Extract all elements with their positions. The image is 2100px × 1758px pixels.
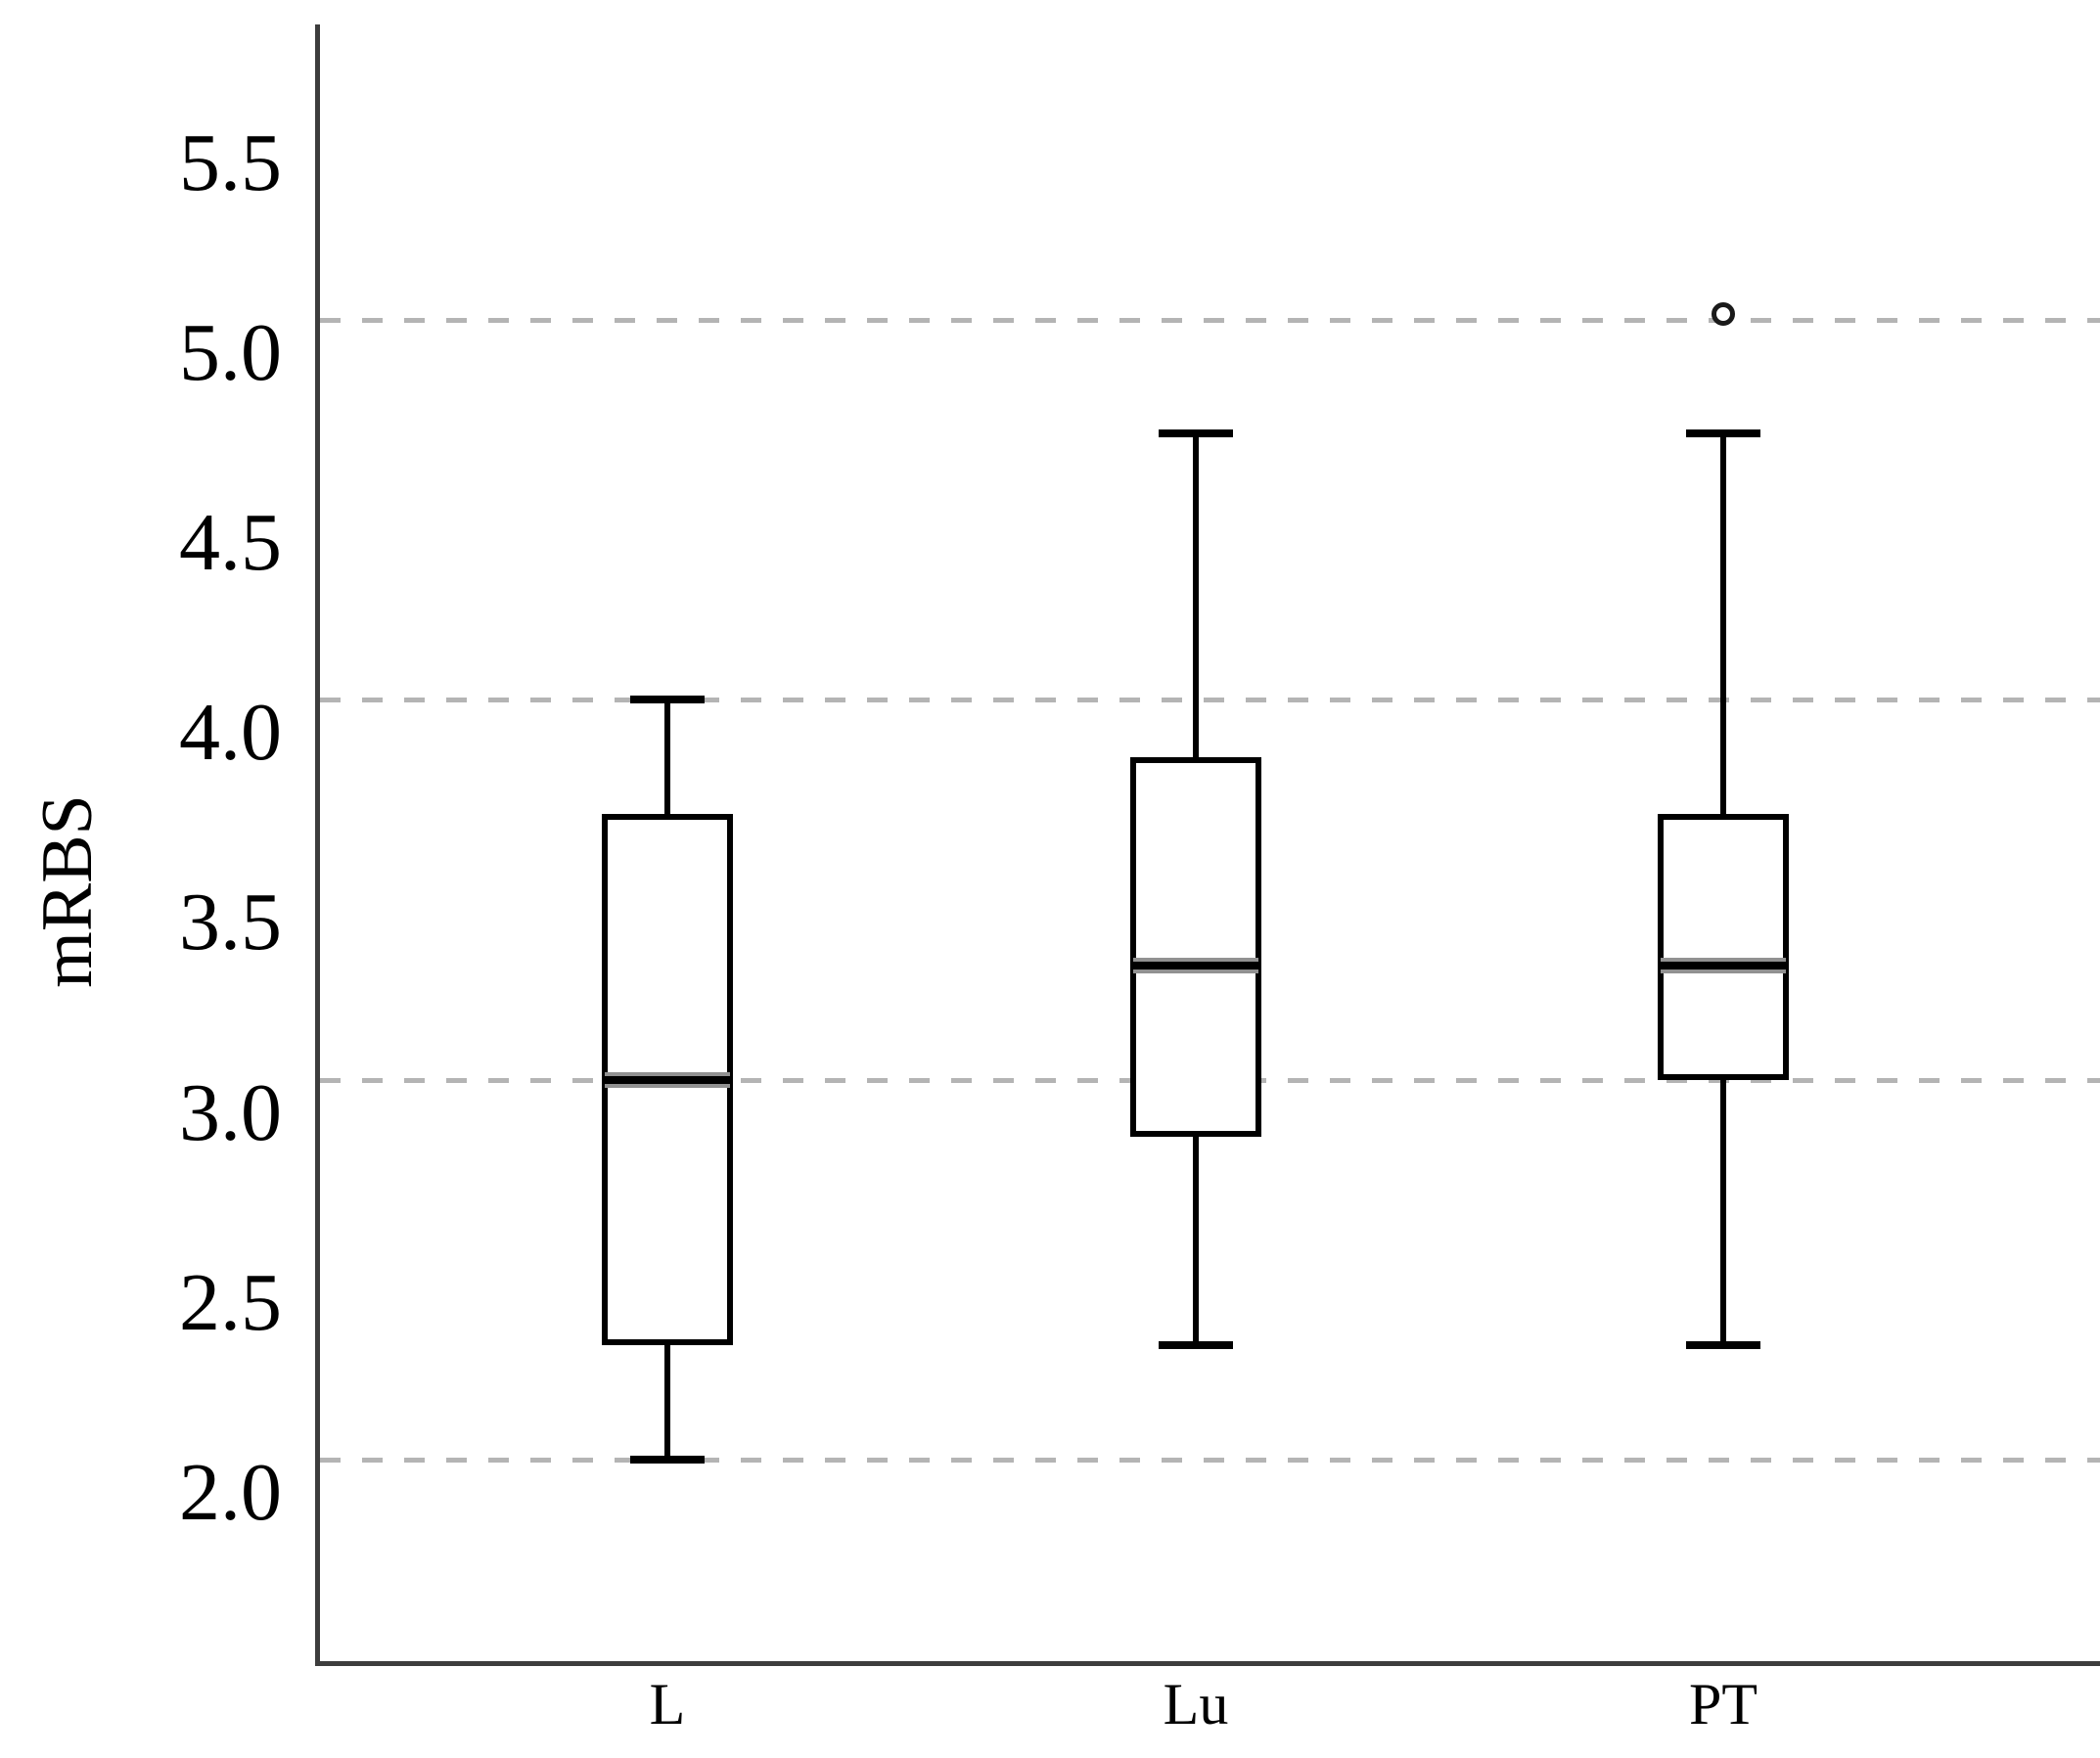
x-tick-label-Lu: Lu (1163, 1672, 1229, 1736)
y-tick-label: 4.0 (179, 687, 282, 778)
lower-whisker-cap (1159, 1341, 1233, 1349)
gridline-2 (320, 1458, 2100, 1463)
x-tick-label-PT: PT (1688, 1672, 1758, 1736)
upper-whisker-stem (1720, 433, 1726, 814)
y-tick-label: 2.0 (179, 1447, 282, 1538)
median-line (605, 1076, 730, 1084)
lower-whisker-stem (1720, 1080, 1726, 1345)
y-tick-label: 2.5 (179, 1257, 282, 1348)
y-tick-label: 3.5 (179, 877, 282, 968)
outlier-point (1712, 302, 1735, 326)
upper-whisker-cap (1159, 429, 1233, 437)
upper-whisker-stem (1193, 433, 1199, 757)
y-tick-label: 3.0 (179, 1067, 282, 1158)
x-axis-line (315, 1661, 2100, 1666)
y-axis-line (315, 24, 320, 1666)
median-line (1133, 962, 1258, 969)
upper-whisker-cap (630, 696, 705, 703)
iqr-box (1130, 757, 1261, 1137)
lower-whisker-stem (664, 1345, 670, 1460)
y-tick-label: 5.0 (179, 307, 282, 398)
median-line (1661, 962, 1786, 969)
gridline-4 (320, 698, 2100, 702)
lower-whisker-cap (1686, 1341, 1760, 1349)
y-tick-label: 5.5 (179, 117, 282, 208)
lower-whisker-stem (1193, 1137, 1199, 1345)
upper-whisker-stem (664, 699, 670, 814)
iqr-box (1658, 814, 1789, 1080)
lower-whisker-cap (630, 1456, 705, 1464)
x-tick-label-L: L (649, 1672, 686, 1736)
y-tick-label: 4.5 (179, 497, 282, 588)
gridline-5 (320, 318, 2100, 323)
upper-whisker-cap (1686, 429, 1760, 437)
